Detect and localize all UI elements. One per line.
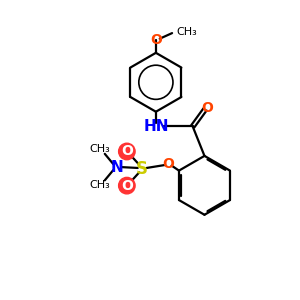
Text: O: O: [150, 34, 162, 47]
Text: O: O: [163, 157, 175, 171]
Text: O: O: [202, 101, 213, 115]
Text: HN: HN: [143, 119, 169, 134]
Text: CH₃: CH₃: [90, 144, 110, 154]
Text: O: O: [121, 145, 133, 158]
Text: CH₃: CH₃: [176, 27, 197, 37]
Text: S: S: [136, 160, 148, 178]
Text: CH₃: CH₃: [90, 180, 110, 190]
Text: N: N: [111, 160, 124, 175]
Circle shape: [118, 143, 135, 160]
Text: O: O: [121, 178, 133, 193]
Circle shape: [118, 177, 135, 194]
